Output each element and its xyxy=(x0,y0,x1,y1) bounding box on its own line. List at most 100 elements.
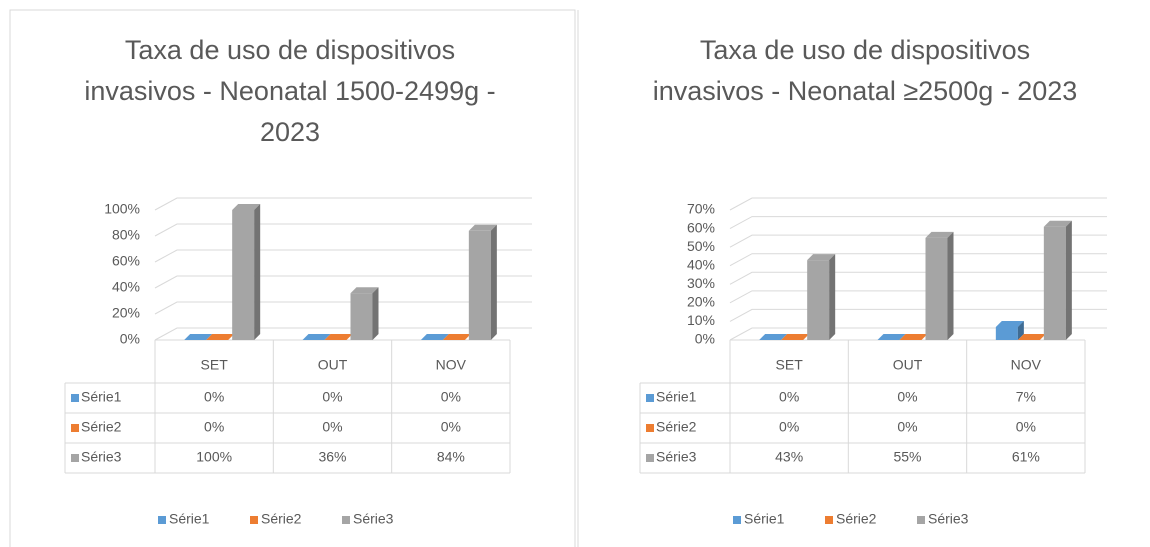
chart-title: Taxa de uso de dispositivos invasivos - … xyxy=(652,35,1078,106)
y-tick-label: 70% xyxy=(687,201,715,217)
x-tick-label: NOV xyxy=(436,357,467,373)
data-label: 55% xyxy=(893,449,921,465)
bar xyxy=(995,321,1024,340)
bar-top xyxy=(807,254,836,261)
bar-side-shade xyxy=(1065,220,1072,340)
bar-top xyxy=(1043,220,1072,227)
legend-label: Série1 xyxy=(169,511,210,527)
table-series-name: Série2 xyxy=(656,419,697,435)
bar xyxy=(324,334,353,340)
grid-line xyxy=(729,327,1107,341)
grid-line xyxy=(154,301,532,315)
data-label: 0% xyxy=(897,419,917,435)
legend-key xyxy=(917,516,925,524)
bar-top xyxy=(324,334,353,340)
grid-line xyxy=(154,197,532,211)
grid-line xyxy=(729,234,1107,248)
legend-key xyxy=(158,516,166,524)
table-legend-key xyxy=(71,394,79,402)
bar-top xyxy=(759,334,788,340)
title-box: Taxa de uso de dispositivos invasivos - … xyxy=(652,35,1078,106)
grid-line xyxy=(729,271,1107,285)
bar xyxy=(781,334,810,340)
bar-front xyxy=(350,293,373,340)
data-label: 0% xyxy=(204,389,224,405)
data-label: 0% xyxy=(204,419,224,435)
chart-title: Taxa de uso de dispositivos invasivos - … xyxy=(84,35,496,147)
y-tick-label: 40% xyxy=(112,279,140,295)
data-label: 0% xyxy=(897,389,917,405)
bar xyxy=(1043,220,1072,340)
data-label: 0% xyxy=(441,419,461,435)
bar xyxy=(206,334,235,340)
bar xyxy=(877,334,906,340)
grid-line xyxy=(729,290,1107,304)
y-tick-label: 30% xyxy=(687,275,715,291)
bar xyxy=(1017,334,1046,340)
title-box: Taxa de uso de dispositivos invasivos - … xyxy=(84,35,496,147)
legend-label: Série3 xyxy=(353,511,394,527)
data-label: 7% xyxy=(1016,389,1036,405)
bar-top xyxy=(877,334,906,340)
bar-top xyxy=(899,334,928,340)
x-tick-label: SET xyxy=(201,357,229,373)
table-series-name: Série3 xyxy=(656,449,697,465)
legend-label: Série2 xyxy=(261,511,302,527)
bar-side-shade xyxy=(1017,321,1024,340)
table-series-name: Série1 xyxy=(81,389,122,405)
bar-front xyxy=(807,260,830,340)
bar xyxy=(350,287,379,340)
bar-top xyxy=(302,334,331,340)
y-tick-label: 80% xyxy=(112,227,140,243)
table-legend-key xyxy=(646,424,654,432)
legend-key xyxy=(250,516,258,524)
legend-key xyxy=(733,516,741,524)
data-label: 100% xyxy=(196,449,232,465)
bar xyxy=(232,204,261,340)
legend-label: Série3 xyxy=(928,511,969,527)
bar xyxy=(442,334,471,340)
bar-top xyxy=(1017,334,1046,340)
data-label: 0% xyxy=(779,389,799,405)
data-label: 0% xyxy=(322,419,342,435)
y-tick-label: 40% xyxy=(687,256,715,272)
bar-top xyxy=(468,224,497,231)
table-legend-key xyxy=(71,424,79,432)
bar xyxy=(925,231,954,340)
y-tick-label: 60% xyxy=(112,253,140,269)
bar-top xyxy=(232,204,261,210)
data-label: 0% xyxy=(441,389,461,405)
table-series-name: Série1 xyxy=(656,389,697,405)
grid-line xyxy=(154,223,532,237)
bar xyxy=(420,334,449,340)
bar-side xyxy=(829,254,836,340)
y-tick-label: 60% xyxy=(687,219,715,235)
grid-line xyxy=(729,197,1107,211)
data-label: 0% xyxy=(1016,419,1036,435)
table-legend-key xyxy=(71,454,79,462)
bar xyxy=(759,334,788,340)
y-tick-label: 20% xyxy=(112,305,140,321)
bar-front xyxy=(925,237,948,340)
x-tick-label: SET xyxy=(776,357,804,373)
data-label: 0% xyxy=(779,419,799,435)
bar-front xyxy=(995,327,1018,340)
bar-top xyxy=(995,321,1024,327)
bar-top xyxy=(206,334,235,340)
bar-side xyxy=(490,224,497,340)
x-tick-label: OUT xyxy=(318,357,348,373)
data-label: 84% xyxy=(437,449,465,465)
bar-front xyxy=(1043,226,1066,340)
bar-side-shade xyxy=(372,287,379,340)
bar-side xyxy=(1065,220,1072,340)
bar-side-shade xyxy=(254,204,261,340)
legend-key xyxy=(825,516,833,524)
data-label: 0% xyxy=(322,389,342,405)
bar-top xyxy=(350,287,379,294)
data-label: 36% xyxy=(318,449,346,465)
bar xyxy=(302,334,331,340)
grid-line xyxy=(154,327,532,341)
bar xyxy=(468,224,497,340)
x-tick-label: OUT xyxy=(893,357,923,373)
table-series-name: Série3 xyxy=(81,449,122,465)
